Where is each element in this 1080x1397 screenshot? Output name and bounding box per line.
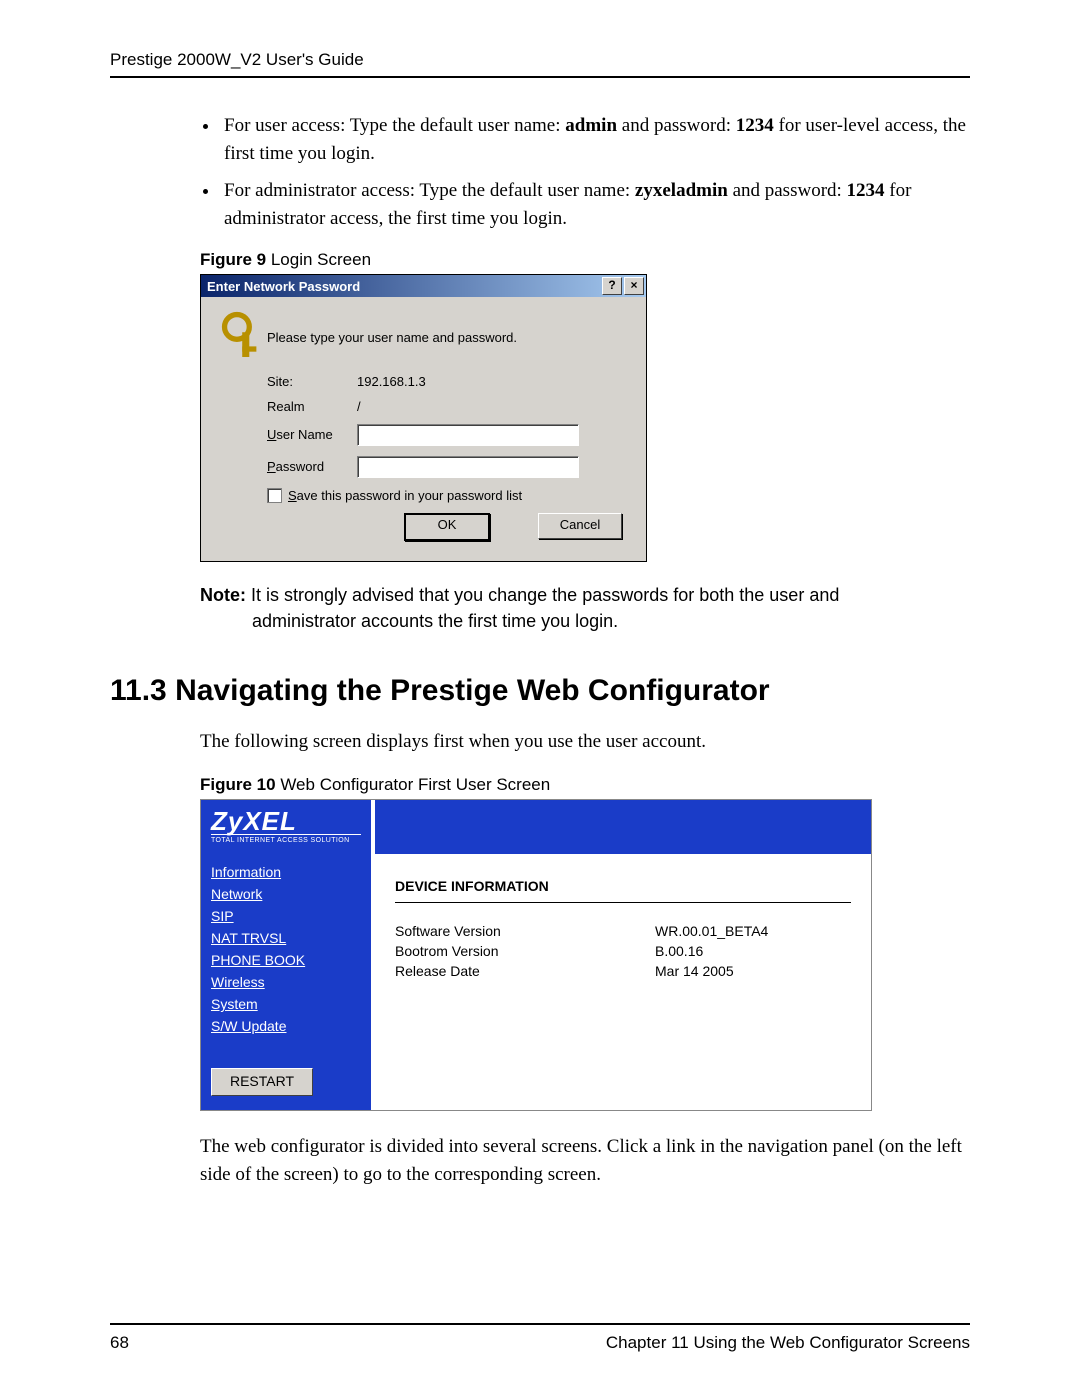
running-header: Prestige 2000W_V2 User's Guide xyxy=(110,50,970,78)
nav-network[interactable]: Network xyxy=(211,886,361,902)
bullet-list: For user access: Type the default user n… xyxy=(220,112,970,232)
chapter-title: Chapter 11 Using the Web Configurator Sc… xyxy=(606,1333,970,1353)
login-dialog: Enter Network Password ? × Please type y… xyxy=(200,274,647,562)
zyxel-logo: ZyXEL TOTAL INTERNET ACCESS SOLUTION xyxy=(211,808,361,844)
save-password-label: Save this password in your password list xyxy=(288,488,522,503)
info-label: Release Date xyxy=(395,963,655,979)
content-heading: DEVICE INFORMATION xyxy=(395,878,851,903)
main-panel: DEVICE INFORMATION Software Version WR.0… xyxy=(371,800,871,1110)
help-button[interactable]: ? xyxy=(602,277,622,295)
info-row: Release Date Mar 14 2005 xyxy=(395,963,851,979)
bullet-1: For user access: Type the default user n… xyxy=(220,112,970,167)
nav-panel: ZyXEL TOTAL INTERNET ACCESS SOLUTION Inf… xyxy=(201,800,371,1110)
nav-sip[interactable]: SIP xyxy=(211,908,361,924)
cancel-button[interactable]: Cancel xyxy=(538,513,622,539)
password-input[interactable] xyxy=(357,456,579,478)
web-configurator: ZyXEL TOTAL INTERNET ACCESS SOLUTION Inf… xyxy=(200,799,872,1111)
figure10-caption: Figure 10 Web Configurator First User Sc… xyxy=(200,775,970,795)
section-heading: 11.3 Navigating the Prestige Web Configu… xyxy=(110,674,970,708)
bullet-2: For administrator access: Type the defau… xyxy=(220,177,970,232)
nav-phone-book[interactable]: PHONE BOOK xyxy=(211,952,361,968)
main-header-bar xyxy=(371,800,871,858)
site-label: Site: xyxy=(267,374,357,389)
section-intro: The following screen displays first when… xyxy=(200,728,970,756)
nav-sw-update[interactable]: S/W Update xyxy=(211,1018,361,1034)
dialog-title: Enter Network Password xyxy=(207,279,360,294)
username-input[interactable] xyxy=(357,424,579,446)
info-label: Software Version xyxy=(395,923,655,939)
username-label: User Name xyxy=(267,427,357,442)
site-value: 192.168.1.3 xyxy=(357,374,626,389)
nav-information[interactable]: Information xyxy=(211,864,361,880)
dialog-body: Please type your user name and password.… xyxy=(201,297,646,561)
nav-wireless[interactable]: Wireless xyxy=(211,974,361,990)
nav-nat-trvsl[interactable]: NAT TRVSL xyxy=(211,930,361,946)
document-page: Prestige 2000W_V2 User's Guide For user … xyxy=(0,0,1080,1397)
page-footer: 68 Chapter 11 Using the Web Configurator… xyxy=(110,1323,970,1353)
info-value: WR.00.01_BETA4 xyxy=(655,923,768,939)
save-password-checkbox[interactable] xyxy=(267,488,282,503)
note-block: Note: It is strongly advised that you ch… xyxy=(200,582,970,634)
key-icon xyxy=(221,311,267,364)
info-value: Mar 14 2005 xyxy=(655,963,734,979)
dialog-titlebar: Enter Network Password ? × xyxy=(201,275,646,297)
info-row: Bootrom Version B.00.16 xyxy=(395,943,851,959)
info-row: Software Version WR.00.01_BETA4 xyxy=(395,923,851,939)
info-value: B.00.16 xyxy=(655,943,703,959)
realm-label: Realm xyxy=(267,399,357,414)
password-label: Password xyxy=(267,459,357,474)
info-label: Bootrom Version xyxy=(395,943,655,959)
outro-text: The web configurator is divided into sev… xyxy=(200,1133,970,1188)
dialog-prompt: Please type your user name and password. xyxy=(267,330,626,345)
ok-button[interactable]: OK xyxy=(404,513,490,541)
nav-system[interactable]: System xyxy=(211,996,361,1012)
page-number: 68 xyxy=(110,1333,129,1353)
close-button[interactable]: × xyxy=(624,277,644,295)
realm-value: / xyxy=(357,399,626,414)
figure9-caption: Figure 9 Login Screen xyxy=(200,250,970,270)
restart-button[interactable]: RESTART xyxy=(211,1068,313,1096)
